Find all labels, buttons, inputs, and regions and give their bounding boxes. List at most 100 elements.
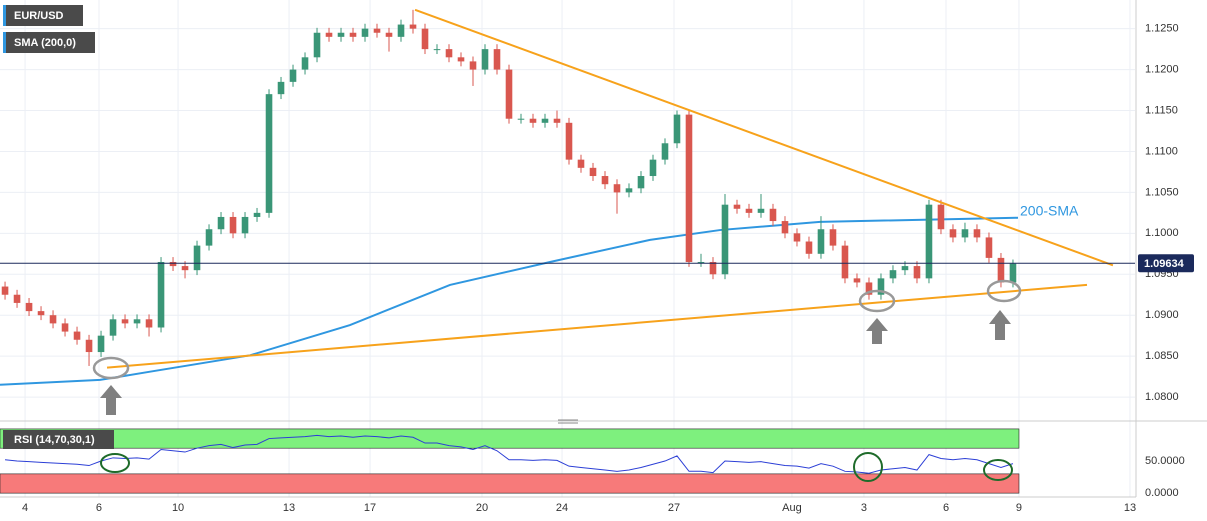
candle-body [277, 81, 285, 95]
candle-body [205, 229, 213, 246]
candle-body [577, 159, 585, 168]
candle-body [217, 216, 225, 230]
candle-body [409, 24, 417, 29]
candle-body [25, 302, 33, 312]
arrow [866, 318, 888, 344]
legend-label: SMA (200,0) [14, 37, 76, 49]
candle-body [349, 32, 357, 37]
candle-body [745, 208, 753, 213]
y-tick-label: 1.1150 [1145, 104, 1178, 116]
candle-body [421, 28, 429, 50]
candle-body [613, 184, 621, 193]
candle-body [601, 176, 609, 185]
candle-body [373, 28, 381, 33]
candle-body [361, 28, 369, 37]
highlight-circle [986, 279, 1022, 303]
candle-body [325, 32, 333, 37]
candle-body [385, 32, 393, 37]
candle-body [337, 32, 345, 37]
candle-body [925, 204, 933, 279]
candle-body [673, 114, 681, 144]
y-tick-label: 1.0850 [1145, 350, 1179, 362]
candle-body [709, 261, 717, 275]
candle-body [193, 245, 201, 271]
candle-body [733, 204, 741, 209]
candle-body [517, 118, 525, 120]
candle-body [241, 216, 249, 234]
x-tick-label: 20 [476, 502, 488, 514]
last-price-label: 1.09634 [1144, 258, 1185, 270]
candle-body [253, 212, 261, 217]
candle-body [265, 94, 273, 213]
candle-body [457, 57, 465, 62]
arrow [100, 385, 122, 415]
rsi-line [4, 434, 1014, 474]
candle-body [505, 69, 513, 119]
candle-body [637, 176, 645, 189]
candle-body [13, 294, 21, 303]
legend-accent [3, 32, 6, 53]
highlight-circle [858, 289, 896, 313]
candle-body [565, 122, 573, 160]
candle-body [757, 208, 765, 213]
candle-body [985, 237, 993, 258]
candle-body [793, 233, 801, 242]
x-tick-label: 17 [364, 502, 376, 514]
candle-body [37, 311, 45, 316]
candle-body [865, 282, 873, 295]
highlight-circle [853, 452, 883, 482]
candle-body [781, 221, 789, 234]
candle-body [169, 261, 177, 267]
candle-body [829, 229, 837, 246]
rsi-zone [0, 473, 1020, 494]
y-tick-label: 0.0000 [1145, 487, 1179, 499]
candle-body [133, 319, 141, 324]
candle-body [1009, 263, 1017, 283]
x-tick-label: 27 [668, 502, 680, 514]
candle-body [85, 339, 93, 353]
candle-body [181, 266, 189, 271]
candle-body [445, 49, 453, 58]
trendline [414, 8, 1114, 267]
rsi-zone [0, 428, 1020, 449]
x-tick-label: 10 [172, 502, 184, 514]
legend-box [3, 32, 95, 53]
candle-body [553, 118, 561, 123]
candle-body [661, 143, 669, 160]
candle-body [313, 32, 321, 58]
y-tick-label: 1.1050 [1145, 186, 1179, 198]
legend-label: EUR/USD [14, 10, 64, 22]
arrow [989, 310, 1011, 340]
highlight-circle [100, 453, 130, 473]
candle-body [433, 49, 441, 51]
candle-body [109, 319, 117, 336]
candle-body [685, 114, 693, 262]
x-tick-label: 24 [556, 502, 568, 514]
candle-body [529, 118, 537, 123]
candle-body [289, 69, 297, 82]
last-price-box [1138, 254, 1194, 273]
candle-body [973, 229, 981, 238]
sma-line [0, 216, 1019, 386]
candle-body [649, 159, 657, 177]
candle-body [157, 261, 165, 328]
candle-body [961, 229, 969, 238]
y-tick-label: 1.1250 [1145, 23, 1179, 35]
rsi-title: RSI (14,70,30,1) [14, 434, 95, 446]
candle-body [397, 24, 405, 37]
candle-body [481, 49, 489, 70]
x-tick-label: 4 [22, 502, 28, 514]
candle-body [121, 319, 129, 324]
y-tick-label: 1.1000 [1145, 227, 1179, 239]
highlight-circle [983, 459, 1013, 481]
candle-body [301, 57, 309, 70]
candle-body [697, 261, 705, 263]
candle-body [853, 278, 861, 283]
y-tick-label: 1.0900 [1145, 309, 1179, 321]
candle-body [769, 208, 777, 222]
y-tick-label: 1.1100 [1145, 145, 1178, 157]
candle-body [997, 257, 1005, 283]
candle-body [913, 266, 921, 279]
